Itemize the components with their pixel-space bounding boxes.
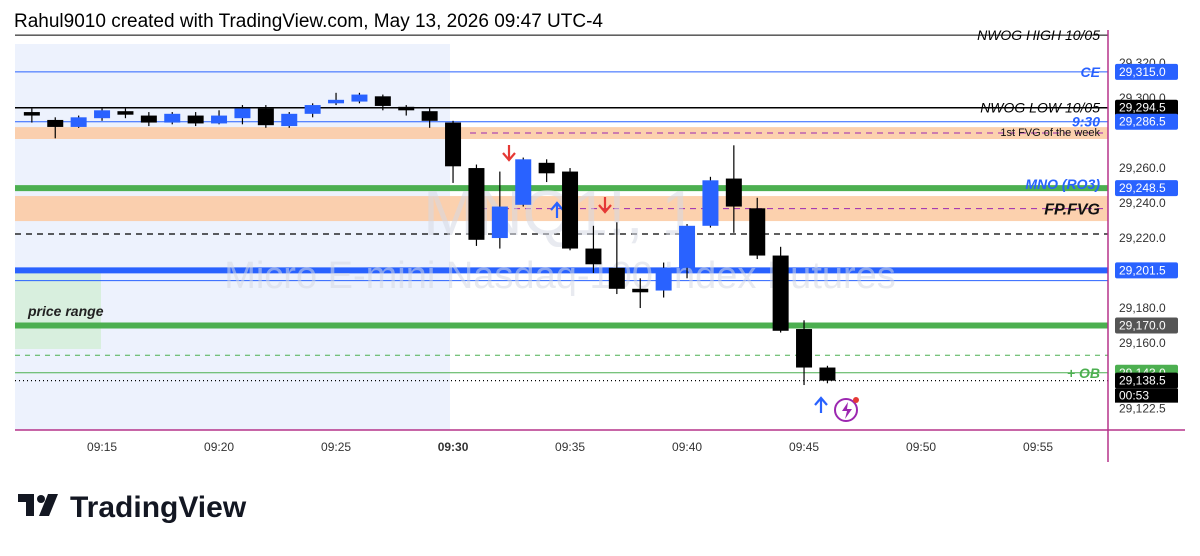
candle-body [538, 162, 555, 174]
description-watermark: Micro E-mini Nasdaq-100 Index Futures [224, 255, 896, 297]
price-axis-box [1115, 113, 1178, 130]
candle-body [117, 111, 134, 115]
signal-markers [502, 145, 859, 422]
y-tick-label: 29,240.0 [1119, 196, 1166, 210]
candle-body [562, 171, 579, 249]
header: Rahul9010 created with TradingView.com, … [14, 11, 603, 32]
countdown: 00:53 [1119, 389, 1149, 403]
candle-body [749, 208, 766, 256]
candle-body [234, 108, 251, 119]
level-label: NWOG HIGH 10/05 [977, 27, 1100, 43]
price-axis-label: 29,170.0 [1119, 319, 1166, 333]
candle-body [47, 119, 64, 127]
candle-body [374, 96, 391, 106]
level-label: NWOG LOW 10/05 [980, 100, 1100, 116]
alert-dot [853, 397, 859, 403]
logo-mark [18, 494, 34, 516]
logo: TradingView [18, 491, 247, 524]
y-tick-label: 29,122.5 [1119, 402, 1166, 416]
alert-bolt [842, 402, 852, 419]
band-label: 1st FVG of the week [1000, 127, 1100, 139]
candle-body [515, 159, 532, 205]
x-tick-label: 09:20 [204, 440, 234, 454]
candle-body [819, 367, 836, 381]
price-axis-box [1115, 180, 1178, 197]
candle-body [585, 248, 602, 265]
candle-body [398, 106, 415, 111]
candle-body [211, 115, 228, 124]
price-axis-label: 29,315.0 [1119, 65, 1166, 79]
y-tick-label: 29,180.0 [1119, 301, 1166, 315]
buy-arrow [550, 201, 564, 218]
candle-body [304, 105, 321, 114]
candle-body [94, 110, 111, 119]
price-axis-box [1115, 262, 1178, 279]
price-axis-label: 29,201.5 [1119, 263, 1166, 277]
candle-body [23, 112, 40, 116]
x-tick-label: 09:45 [789, 440, 819, 454]
candle-body [351, 94, 368, 102]
candle-body [608, 267, 625, 289]
range-box [15, 272, 101, 349]
price-axis-box [1115, 372, 1178, 389]
price-axis-label: 29,294.5 [1119, 101, 1166, 115]
candle-body [140, 115, 157, 123]
price-axis-label: 29,138.5 [1119, 374, 1166, 388]
price-axis-label: 29,248.5 [1119, 181, 1166, 195]
candle-body [281, 113, 298, 127]
candle-body [468, 168, 485, 240]
candle-body [702, 180, 719, 226]
x-tick-label: 09:40 [672, 440, 702, 454]
candle-body [632, 288, 649, 293]
y-tick-label: 29,260.0 [1119, 161, 1166, 175]
y-tick-label: 29,220.0 [1119, 231, 1166, 245]
symbol-watermark: MNQ1!, 1 [423, 177, 697, 249]
band-label: FP.FVG [1044, 202, 1100, 219]
candle-body [328, 99, 345, 104]
logo-mark [37, 495, 45, 503]
candle-body [725, 178, 742, 207]
candle-body [796, 329, 813, 368]
candle-body [491, 206, 508, 239]
candle-body [421, 111, 438, 121]
price-axis-label: 29,286.5 [1119, 115, 1166, 129]
x-tick-label: 09:30 [438, 440, 469, 454]
footer-logo: TradingView [70, 491, 247, 524]
x-tick-label: 09:15 [87, 440, 117, 454]
buy-arrow [814, 396, 828, 413]
countdown-box [1115, 388, 1178, 403]
candle-body [772, 255, 789, 331]
price-axis-box [1115, 99, 1178, 116]
price-axis-box [1115, 63, 1178, 80]
candle-body [445, 122, 462, 167]
candle-body [257, 108, 274, 126]
level-label: MNO (RO3) [1025, 176, 1100, 192]
x-tick-label: 09:50 [906, 440, 936, 454]
sell-arrow [502, 145, 516, 162]
x-tick-label: 09:55 [1023, 440, 1053, 454]
candle-body [70, 117, 87, 127]
x-tick-label: 09:25 [321, 440, 351, 454]
level-label: 9:30 [1072, 114, 1100, 130]
range-box-label: price range [27, 303, 104, 319]
sell-arrow [598, 197, 612, 214]
candle-body [655, 267, 672, 291]
candle-body [679, 225, 696, 268]
candle-body [187, 115, 204, 124]
x-tick-label: 09:35 [555, 440, 585, 454]
y-tick-label: 29,160.0 [1119, 336, 1166, 350]
level-label: CE [1081, 64, 1101, 80]
price-axis-box [1115, 317, 1178, 334]
level-label: + OB [1067, 365, 1100, 381]
candle-body [164, 113, 181, 123]
logo-mark [39, 494, 58, 516]
